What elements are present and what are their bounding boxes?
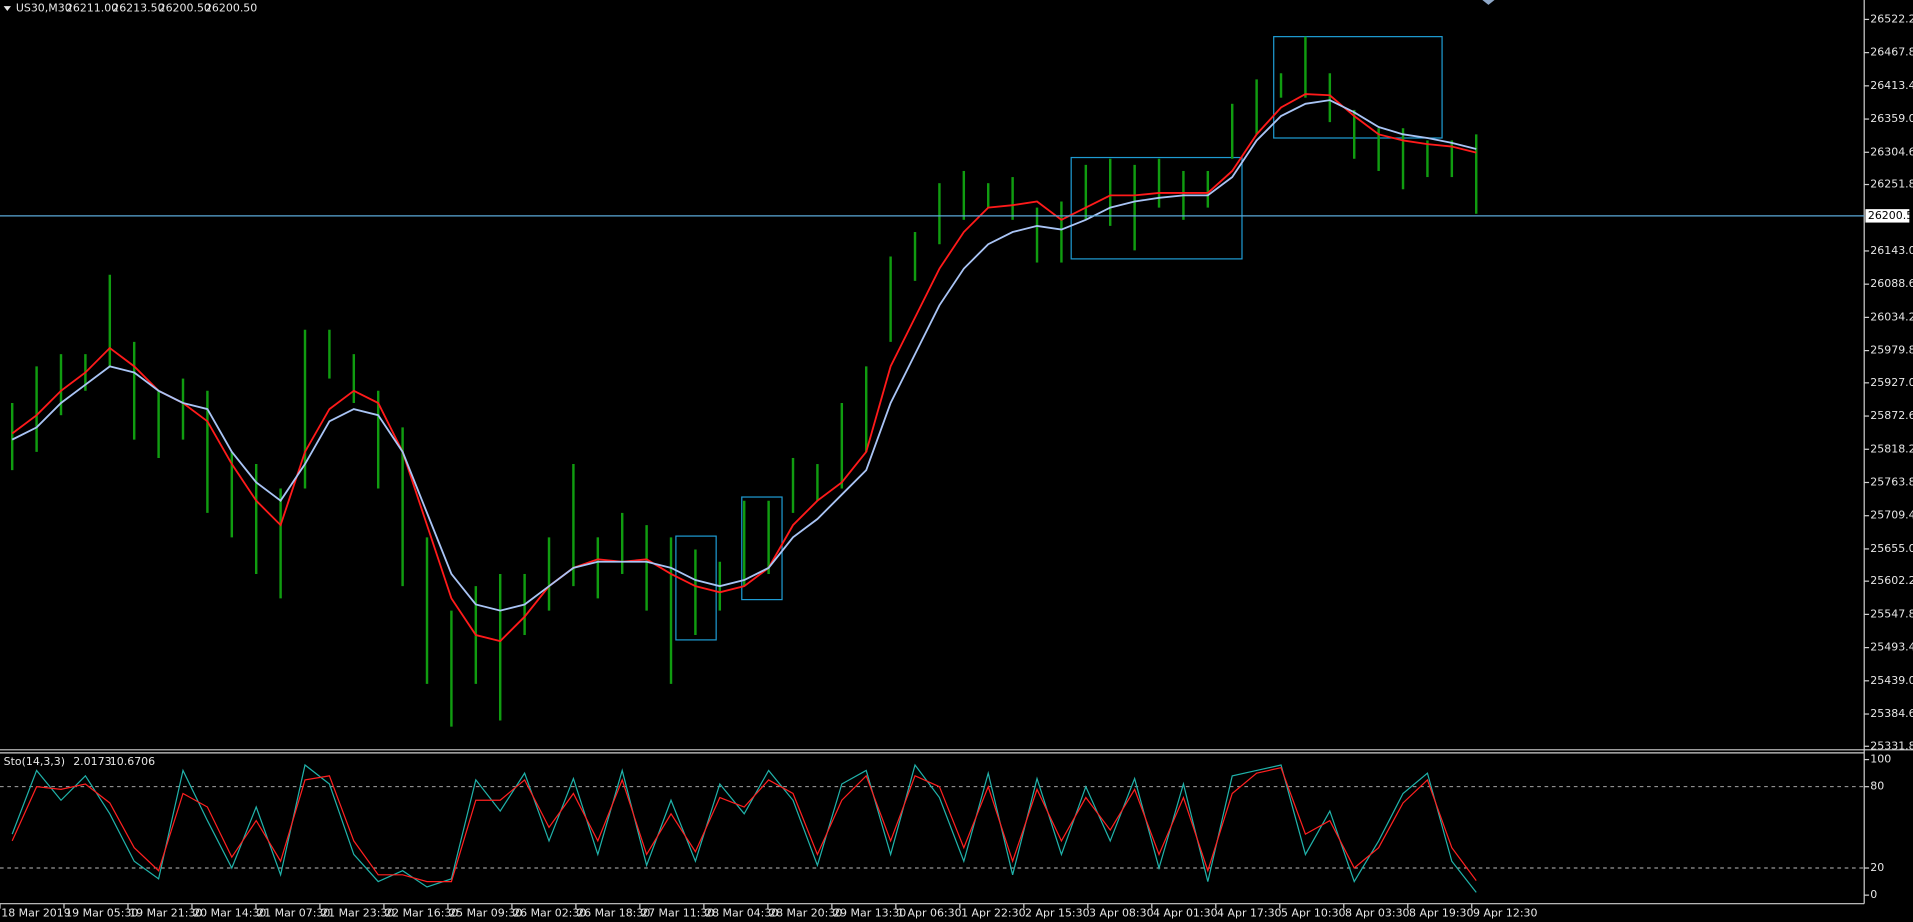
x-tick-label: 9 Apr 12:30: [1473, 906, 1538, 919]
current-price-label: 26200.50: [1868, 209, 1913, 222]
ohlc-value: 26200.50: [159, 2, 211, 15]
y-tick-label: 26304.60: [1870, 145, 1913, 158]
x-tick-label: 28 Mar 04:30: [705, 906, 778, 919]
y-tick-label: 25979.80: [1870, 344, 1913, 357]
y-tick-label: 25331.80: [1870, 739, 1913, 752]
indicator-title: Sto(14,3,3): [4, 755, 65, 768]
x-tick-label: 26 Mar 02:30: [513, 906, 586, 919]
y-tick-label: 25602.20: [1870, 574, 1913, 587]
rectangle-object[interactable]: [1070, 156, 1243, 260]
stochastic-line: [11, 763, 1477, 893]
y-tick-label: 100: [1870, 753, 1891, 766]
rectangle-object[interactable]: [675, 535, 717, 641]
x-tick-label: 8 Apr 03:30: [1345, 906, 1410, 919]
x-tick-label: 1 Apr 06:30: [897, 906, 962, 919]
x-tick-label: 1 Apr 22:30: [961, 906, 1026, 919]
current-price-box: [1865, 209, 1910, 223]
x-tick-label: 28 Mar 20:30: [769, 906, 842, 919]
x-tick-label: 4 Apr 17:30: [1217, 906, 1282, 919]
y-tick-label: 25927.00: [1870, 376, 1913, 389]
y-tick-label: 26467.80: [1870, 46, 1913, 59]
x-tick-label: 26 Mar 18:30: [577, 906, 650, 919]
y-tick-label: 25872.60: [1870, 409, 1913, 422]
y-tick-label: 20: [1870, 861, 1884, 874]
x-tick-label: 3 Apr 08:30: [1089, 906, 1154, 919]
ohlc-value: 26211.00: [66, 2, 118, 15]
menu-arrow[interactable]: [3, 6, 11, 11]
y-tick-label: 26251.80: [1870, 178, 1913, 191]
x-tick-label: 8 Apr 19:30: [1409, 906, 1474, 919]
y-tick-label: 26034.20: [1870, 310, 1913, 323]
y-tick-label: 25547.80: [1870, 607, 1913, 620]
x-tick-label: 21 Mar 07:30: [257, 906, 330, 919]
y-tick-label: 25439.00: [1870, 674, 1913, 687]
x-tick-label: 25 Mar 09:30: [449, 906, 522, 919]
x-tick-label: 22 Mar 16:30: [385, 906, 458, 919]
y-tick-label: 25818.20: [1870, 442, 1913, 455]
x-tick-label: 27 Mar 11:30: [641, 906, 714, 919]
y-tick-label: 26413.40: [1870, 79, 1913, 92]
x-tick-label: 20 Mar 14:30: [193, 906, 266, 919]
indicator-value: 2.0173: [73, 755, 111, 768]
x-tick-label: 2 Apr 15:30: [1025, 906, 1090, 919]
symbol-title: US30,M30: [16, 2, 72, 15]
drawn-objects: [675, 36, 1443, 641]
y-tick-label: 25655.00: [1870, 542, 1913, 555]
rectangle-object[interactable]: [741, 496, 783, 601]
moving-average: [11, 93, 1477, 643]
y-tick-label: 26522.20: [1870, 12, 1913, 25]
x-tick-label: 4 Apr 01:30: [1153, 906, 1218, 919]
x-tick-label: 18 Mar 2019: [1, 906, 71, 919]
x-tick-label: 21 Mar 23:30: [321, 906, 394, 919]
y-tick-label: 26143.00: [1870, 244, 1913, 257]
x-tick-label: 5 Apr 10:30: [1281, 906, 1346, 919]
y-tick-label: 0: [1870, 888, 1877, 901]
x-tick-label: 29 Mar 13:30: [833, 906, 906, 919]
indicator-value: 10.6706: [110, 755, 155, 768]
y-tick-label: 25493.40: [1870, 641, 1913, 654]
y-tick-label: 25763.80: [1870, 475, 1913, 488]
ohlc-value: 26213.50: [112, 2, 164, 15]
stochastic-line: [11, 767, 1477, 883]
moving-average: [11, 99, 1477, 612]
ohlc-value: 26200.50: [205, 2, 257, 15]
rectangle-object[interactable]: [1273, 36, 1443, 139]
y-tick-label: 25709.40: [1870, 509, 1913, 522]
x-tick-label: 19 Mar 05:30: [65, 906, 138, 919]
y-tick-label: 26359.00: [1870, 112, 1913, 125]
x-tick-label: 19 Mar 21:30: [129, 906, 202, 919]
y-tick-label: 26088.60: [1870, 277, 1913, 290]
y-tick-label: 25384.60: [1870, 707, 1913, 720]
shift-marker[interactable]: [1482, 0, 1495, 5]
y-tick-label: 80: [1870, 780, 1884, 793]
